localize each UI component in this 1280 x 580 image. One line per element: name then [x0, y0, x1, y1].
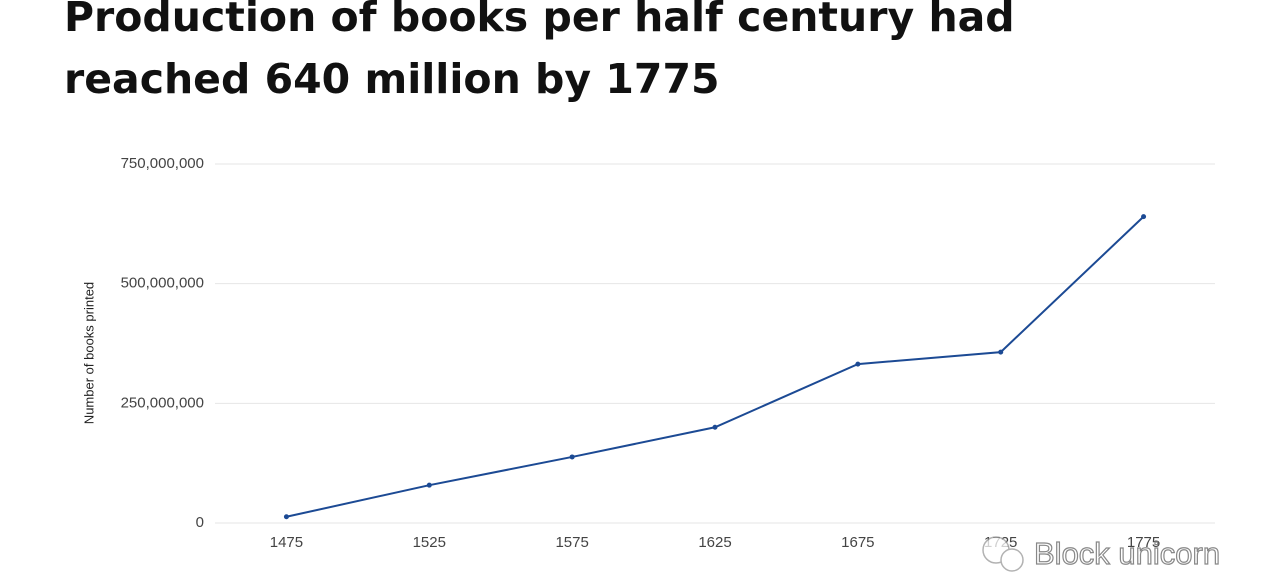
y-tick-label: 0 [196, 514, 204, 531]
watermark-icon [982, 536, 1024, 572]
point [283, 514, 289, 520]
x-tick-label: 1525 [413, 534, 446, 551]
x-tick-label: 1475 [270, 534, 303, 551]
chart-title: Production of books per half century had… [64, 0, 1015, 103]
watermark-shape [1000, 548, 1024, 572]
y-axis-label: Number of books printed [81, 282, 96, 424]
x-tick-label: 1675 [841, 534, 874, 551]
x-tick-label: 1625 [698, 534, 731, 551]
y-tick-label: 750,000,000 [121, 155, 204, 172]
watermark: Block unicorn [1034, 536, 1220, 571]
line [286, 215, 1145, 518]
y-tick-label: 500,000,000 [121, 275, 204, 292]
point [426, 482, 432, 488]
x-tick-label: 1775 [1127, 534, 1160, 551]
point [1141, 214, 1147, 220]
x-tick-label: 1575 [555, 534, 588, 551]
point [998, 349, 1004, 355]
y-tick-label: 250,000,000 [121, 394, 204, 411]
point [855, 361, 861, 367]
point [712, 424, 718, 430]
point [569, 454, 575, 460]
